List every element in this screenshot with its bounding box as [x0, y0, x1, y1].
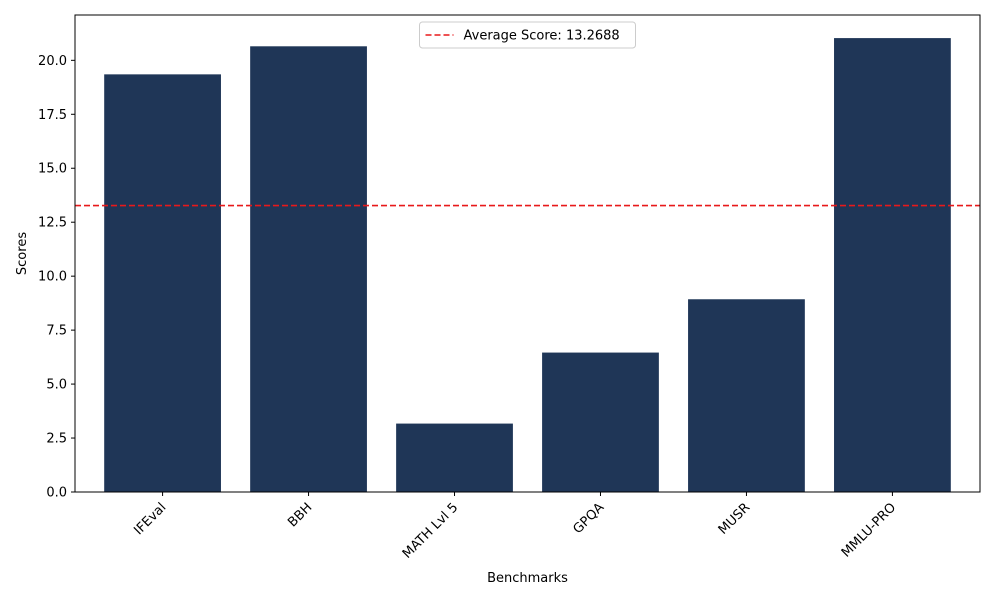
- bar-ifeval: [104, 74, 221, 493]
- x-tick-label: MUSR: [716, 500, 753, 537]
- x-tick-label: IFEval: [131, 500, 169, 538]
- y-tick-label: 20.0: [38, 54, 67, 69]
- bar-musr: [688, 299, 805, 492]
- legend: Average Score: 13.2688: [419, 21, 636, 49]
- y-tick-label: 17.5: [38, 108, 67, 123]
- x-tick-label: GPQA: [571, 500, 608, 537]
- y-tick-label: 2.5: [46, 432, 67, 447]
- y-axis: 0.0 2.5 5.0 7.5 10.0 12.5 15.0 17.5 20.0: [38, 54, 75, 501]
- bar-mmlu-pro: [834, 38, 951, 492]
- y-tick-label: 12.5: [38, 216, 67, 231]
- bar-math-lvl-5: [396, 423, 513, 492]
- x-tick-label: MATH Lvl 5: [400, 500, 461, 561]
- bar-bbh: [250, 46, 367, 492]
- y-axis-label: Scores: [15, 232, 30, 275]
- y-tick-label: 15.0: [38, 162, 67, 177]
- y-tick-label: 0.0: [46, 486, 67, 501]
- y-tick-label: 5.0: [46, 378, 67, 393]
- y-tick-label: 10.0: [38, 270, 67, 285]
- x-tick-label: MMLU-PRO: [839, 500, 899, 560]
- bar-gpqa: [542, 352, 659, 492]
- plot-frame: [74, 14, 981, 493]
- bars-group: [104, 38, 951, 493]
- y-tick-label: 7.5: [46, 324, 67, 339]
- legend-label-average: Average Score: 13.2688: [464, 29, 620, 44]
- legend-box: [419, 21, 636, 49]
- x-axis-label: Benchmarks: [487, 571, 568, 586]
- x-tick-label: BBH: [285, 500, 315, 530]
- x-axis: IFEval BBH MATH Lvl 5 GPQA MUSR MMLU-PRO: [131, 492, 899, 562]
